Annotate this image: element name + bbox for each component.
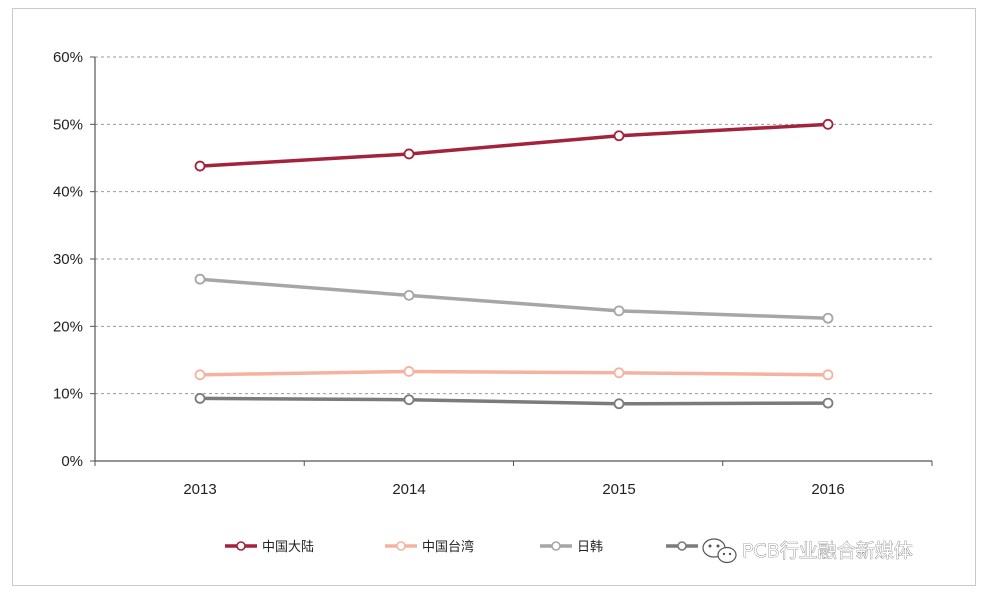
data-point xyxy=(822,118,834,130)
x-tick-label: 2016 xyxy=(811,481,844,498)
data-point xyxy=(822,312,834,324)
watermark-text: PCB行业融合新媒体 xyxy=(742,540,913,562)
data-point xyxy=(194,392,206,404)
legend-marker xyxy=(236,541,246,551)
data-point xyxy=(403,394,415,406)
legend: 中国大陆 中国台湾 日韩 xyxy=(225,539,698,555)
axes xyxy=(90,56,933,466)
legend-label: 日韩 xyxy=(577,540,603,555)
chart-frame xyxy=(12,8,976,586)
y-tick-label: 30% xyxy=(53,251,83,268)
y-tick-label: 50% xyxy=(53,116,83,133)
series-line xyxy=(199,369,829,377)
data-point xyxy=(613,367,625,379)
y-tick-label: 10% xyxy=(53,386,83,403)
data-point xyxy=(403,148,415,160)
legend-marker xyxy=(551,541,561,551)
series-lines xyxy=(194,118,834,410)
y-tick-label: 40% xyxy=(53,184,83,201)
data-point xyxy=(613,130,625,142)
series-line xyxy=(199,277,829,321)
y-axis-ticks: 0% 10% 20% 30% 40% 50% 60% xyxy=(53,49,83,470)
data-point xyxy=(194,160,206,172)
data-point xyxy=(822,369,834,381)
data-point xyxy=(403,289,415,301)
legend-label: 中国大陆 xyxy=(262,539,314,555)
watermark: PCB行业融合新媒体 xyxy=(702,538,913,564)
data-point xyxy=(403,366,415,377)
legend-marker xyxy=(396,541,406,551)
data-point xyxy=(822,397,834,409)
y-tick-label: 0% xyxy=(61,453,83,470)
x-tick-label: 2013 xyxy=(183,481,216,498)
series-line xyxy=(199,122,829,168)
data-point xyxy=(194,273,206,285)
data-point xyxy=(613,398,625,410)
legend-label: 中国台湾 xyxy=(422,539,474,555)
data-point xyxy=(194,369,206,381)
y-tick-label: 20% xyxy=(53,318,83,335)
wechat-icon xyxy=(702,538,737,564)
series-line xyxy=(199,396,829,406)
x-tick-label: 2014 xyxy=(392,481,425,498)
data-point xyxy=(613,305,625,317)
x-tick-label: 2015 xyxy=(602,481,635,498)
gridlines xyxy=(95,56,932,395)
x-axis-ticks: 2013 2014 2015 2016 xyxy=(183,481,844,498)
legend-marker xyxy=(677,541,687,551)
y-tick-label: 60% xyxy=(53,49,83,66)
